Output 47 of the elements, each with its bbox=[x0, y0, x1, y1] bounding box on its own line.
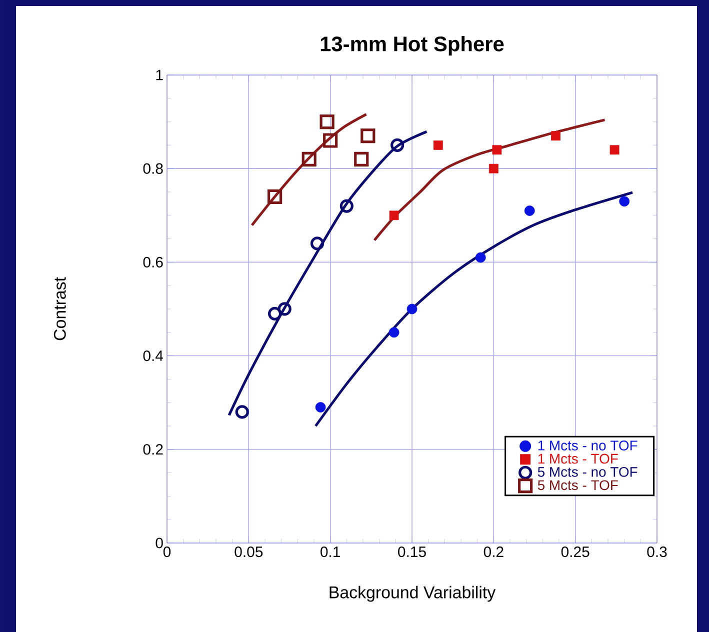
point bbox=[492, 145, 502, 155]
legend-label: 5 Mcts - TOF bbox=[538, 480, 618, 490]
line-series bbox=[314, 191, 634, 428]
point bbox=[389, 210, 399, 220]
point bbox=[310, 236, 324, 250]
point bbox=[551, 131, 560, 141]
line-series bbox=[373, 118, 606, 242]
point bbox=[315, 402, 326, 412]
point bbox=[360, 128, 376, 144]
point bbox=[268, 306, 282, 320]
x-tick-label: 0 bbox=[163, 546, 171, 558]
point bbox=[323, 133, 338, 148]
y-tick-label: 0.4 bbox=[143, 350, 164, 362]
x-axis-title: Background Variability bbox=[330, 586, 496, 602]
chart-title: 13-mm Hot Sphere bbox=[320, 36, 504, 56]
x-tick-label: 0.3 bbox=[647, 546, 667, 558]
legend-label: 1 Mcts - no TOF bbox=[538, 440, 638, 450]
point bbox=[235, 405, 249, 419]
y-tick-label: 0 bbox=[156, 538, 163, 548]
legend-label: 5 Mcts - no TOF bbox=[538, 466, 638, 477]
x-tick-label: 0.15 bbox=[398, 546, 426, 558]
point bbox=[388, 327, 400, 338]
y-tick-label: 0.2 bbox=[143, 444, 163, 455]
y-tick-label: 0.6 bbox=[143, 256, 163, 268]
point bbox=[320, 114, 334, 130]
x-tick-label: 0.25 bbox=[561, 546, 590, 558]
x-tick-label: 0.1 bbox=[320, 546, 340, 558]
y-tick-label: 0.8 bbox=[143, 163, 163, 174]
point bbox=[340, 199, 354, 213]
y-axis-title: Contrast bbox=[54, 277, 66, 340]
point bbox=[406, 304, 418, 314]
x-tick-label: 0.05 bbox=[234, 546, 263, 558]
point bbox=[433, 140, 443, 150]
point bbox=[302, 152, 316, 167]
point bbox=[488, 164, 498, 174]
point bbox=[354, 152, 369, 167]
x-tick-label: 0.2 bbox=[484, 546, 504, 558]
point bbox=[268, 189, 282, 204]
point bbox=[610, 145, 620, 155]
point bbox=[278, 302, 292, 316]
line-series bbox=[228, 130, 428, 417]
point bbox=[524, 206, 535, 216]
legend-label: 1 Mcts - TOF bbox=[538, 454, 618, 464]
y-tick-label: 1 bbox=[156, 70, 163, 80]
point bbox=[619, 196, 630, 207]
point bbox=[475, 252, 486, 263]
point bbox=[390, 138, 404, 152]
